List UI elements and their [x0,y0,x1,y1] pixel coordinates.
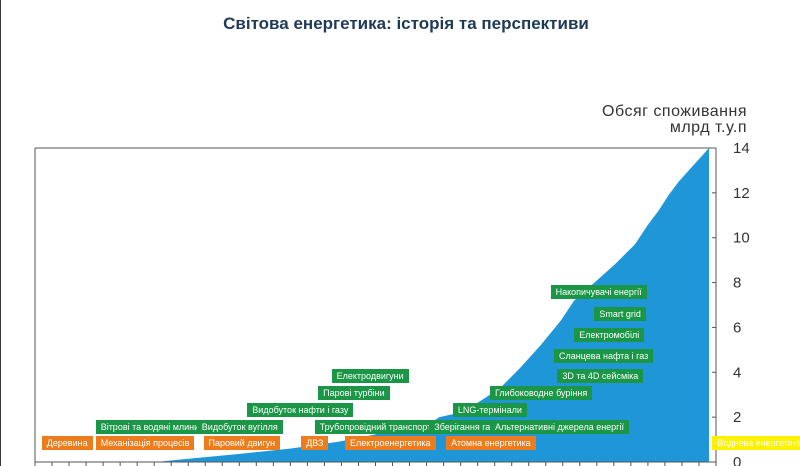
milestone-label: Накопичувачі енергії [550,284,647,299]
y-axis-title-line1: Обсяг споживання [602,103,747,120]
milestone-label: Парові турбіни [318,385,390,400]
milestone-label: Зберігання газу [429,420,504,435]
milestone-label: Воднева енергетика [712,435,800,450]
milestone-label: LNG-термінали [452,403,527,418]
y-axis-title: Обсяг споживання млрд т.у.п [602,104,747,136]
y-tick-label: 2 [733,409,741,426]
y-tick-label: 10 [733,230,750,247]
area-layer [35,148,709,462]
milestone-label: 3D та 4D сейсміка [557,368,644,383]
milestone-label: Атомна енергетика [446,435,536,450]
y-tick-label: 12 [733,185,750,202]
milestone-label: Видобуток нафти і газу [247,403,354,418]
milestone-label: Smart grid [594,307,646,321]
y-tick-label: 8 [733,275,741,292]
milestone-label: Паровий двигун [203,435,281,450]
milestone-label: Глибоководне буріння [490,385,593,400]
milestone-label: Вітрові та водяні млини [95,420,205,435]
milestone-label: ДВЗ [301,435,329,450]
y-axis-title-line2: млрд т.у.п [669,119,747,136]
y-tick-label: 4 [733,364,741,381]
frame-left-border [0,0,1,466]
milestone-label: Трубопровідний транспорт [314,420,437,435]
milestone-label: Електродвигуни [331,368,409,383]
y-tick-label: 6 [733,319,741,336]
axis-layer: 0 2 4 6 8 10 12 14 [34,140,750,466]
milestone-label: Альтернативні джерела енергії [490,420,629,435]
milestone-label: Електроенергетика [345,435,436,450]
chart-title: Світова енергетика: історія та перспекти… [223,14,589,33]
y-tick-label: 14 [733,140,750,157]
y-tick-label: 0 [733,454,741,466]
milestone-label: Механізація процесів [95,435,195,450]
milestone-label: Електромобілі [574,328,645,343]
milestone-label: Сланцева нафта і газ [554,348,654,363]
milestone-label: Деревина [41,435,93,450]
consumption-area [35,148,709,462]
milestone-label: Видобуток вугілля [196,420,283,435]
